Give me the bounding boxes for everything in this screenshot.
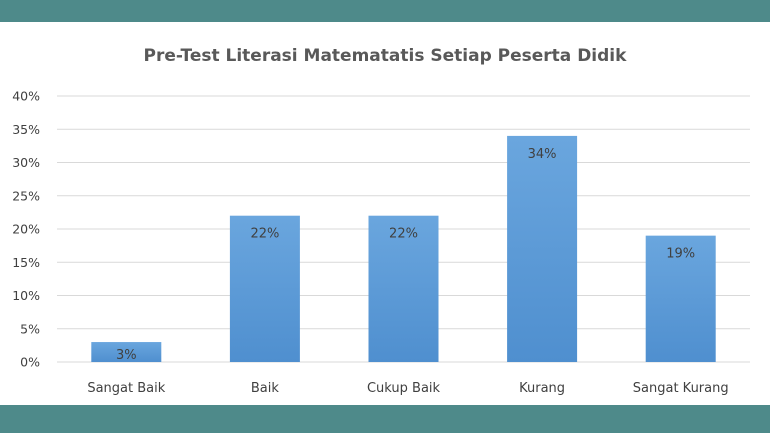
bar-data-label: 19% <box>666 247 695 262</box>
chart-title: Pre-Test Literasi Matematatis Setiap Pes… <box>144 46 628 66</box>
bar-data-label: 22% <box>389 227 418 242</box>
bar <box>368 215 439 362</box>
bar-data-label: 34% <box>528 147 557 162</box>
x-category-label: Sangat Baik <box>87 381 165 396</box>
bar-data-label: 22% <box>250 227 279 242</box>
bar-data-label: 3% <box>116 348 137 363</box>
y-axis-ticks: 0% 5% 10% 15% 20% 25% 30% 35% 40% <box>12 89 40 370</box>
chart-panel: Pre-Test Literasi Matematatis Setiap Pes… <box>0 22 770 405</box>
y-tick-label: 20% <box>12 222 40 237</box>
bar-chart: Pre-Test Literasi Matematatis Setiap Pes… <box>12 46 750 396</box>
x-axis-categories: Sangat Baik Baik Cukup Baik Kurang Sangat Ku… <box>87 381 728 396</box>
bar <box>507 135 578 362</box>
y-tick-label: 0% <box>20 355 40 370</box>
y-tick-label: 5% <box>20 321 40 336</box>
top-frame-band <box>0 0 770 22</box>
bar <box>91 342 162 362</box>
y-tick-label: 40% <box>12 89 40 104</box>
y-tick-label: 25% <box>12 188 40 203</box>
bars <box>91 135 716 362</box>
data-labels: 3% 22% 22% 34% 19% <box>116 147 695 363</box>
x-category-label: Baik <box>251 381 279 396</box>
x-category-label: Sangat Kurang <box>633 381 729 396</box>
y-tick-label: 30% <box>12 155 40 170</box>
bar <box>645 235 716 362</box>
bar <box>229 215 300 362</box>
y-tick-label: 15% <box>12 255 40 270</box>
bottom-frame-band <box>0 405 770 433</box>
y-tick-label: 35% <box>12 122 40 137</box>
y-tick-label: 10% <box>12 288 40 303</box>
x-category-label: Kurang <box>519 381 565 396</box>
x-category-label: Cukup Baik <box>367 381 441 396</box>
